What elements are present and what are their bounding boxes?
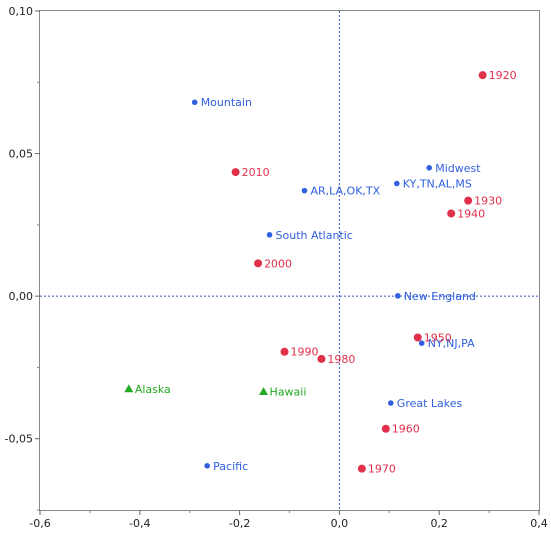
point-label-1960: 1960 [392, 423, 420, 436]
point-label-alaska: Alaska [135, 383, 171, 396]
point-label-1980: 1980 [327, 353, 355, 366]
x-tick-label: 0,4 [530, 517, 548, 530]
point-label-hawaii: Hawaii [270, 386, 307, 399]
x-tick-label: 0,0 [331, 517, 349, 530]
point-marker-new-england [394, 293, 401, 299]
data-points: Mountain AR,LA,OK,TX South Atlantic Midwest… [124, 69, 517, 476]
x-tick-label: -0,6 [29, 517, 50, 530]
point-label-ny-nj-pa: NY,NJ,PA [428, 337, 475, 350]
x-tick-label: -0,2 [229, 517, 250, 530]
point-marker-hawaii [259, 387, 269, 396]
plot-frame [39, 10, 540, 511]
reference-lines [40, 11, 539, 510]
y-axis: -0,05 0,00 0,05 0,10 [5, 5, 40, 511]
point-marker-pacific [204, 463, 210, 469]
point-label-mountain: Mountain [201, 96, 252, 109]
point-marker-alaska [124, 384, 134, 393]
point-marker-2000 [254, 259, 263, 268]
point-label-2000: 2000 [264, 257, 292, 270]
point-label-1950: 1950 [424, 331, 452, 344]
point-marker-ny-nj-pa [418, 340, 425, 346]
point-label-1920: 1920 [489, 69, 517, 82]
point-marker-mountain [191, 99, 198, 106]
point-marker-1990 [280, 347, 289, 356]
point-marker-south-atlantic [266, 232, 273, 238]
point-label-1930: 1930 [474, 195, 502, 208]
y-tick-label: 0,05 [9, 148, 34, 161]
point-label-pacific: Pacific [213, 460, 248, 473]
point-marker-ky-tn-al-ms [393, 180, 400, 187]
y-tick-label: 0,10 [9, 5, 34, 18]
point-marker-1950 [413, 333, 422, 342]
point-label-1970: 1970 [368, 463, 396, 476]
point-marker-midwest [426, 165, 433, 171]
point-label-1990: 1990 [291, 346, 319, 359]
point-marker-1930 [464, 196, 473, 205]
x-tick-label: -0,4 [129, 517, 150, 530]
y-tick-label: 0,00 [9, 290, 34, 303]
point-marker-1960 [381, 424, 390, 433]
point-label-new-england: New England [404, 290, 476, 303]
point-marker-2010 [231, 168, 240, 177]
x-axis: -0,6 -0,4 -0,2 0,0 0,2 0,4 [29, 510, 548, 530]
point-marker-1940 [447, 209, 456, 218]
point-marker-ar-la-ok-tx [301, 187, 308, 194]
point-label-2010: 2010 [242, 166, 270, 179]
y-tick-label: -0,05 [5, 433, 33, 446]
point-marker-great-lakes [387, 400, 394, 406]
point-label-ky-tn-al-ms: KY,TN,AL,MS [403, 178, 472, 191]
point-label-midwest: Midwest [435, 162, 481, 175]
point-marker-1920 [478, 71, 487, 80]
point-label-great-lakes: Great Lakes [397, 397, 463, 410]
point-label-south-atlantic: South Atlantic [276, 229, 353, 242]
point-marker-1970 [357, 464, 366, 473]
point-label-1940: 1940 [457, 207, 485, 220]
point-label-ar-la-ok-tx: AR,LA,OK,TX [310, 185, 380, 198]
x-tick-label: 0,2 [430, 517, 448, 530]
point-marker-1980 [317, 354, 326, 363]
